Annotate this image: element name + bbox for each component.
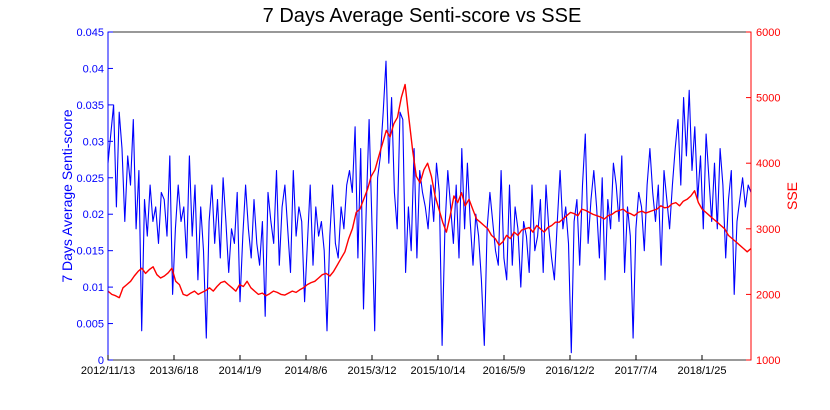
x-axis: 2012/11/13 2013/6/18 2014/1/9 2014/8/6 2015/… <box>81 355 727 377</box>
left-tick-label: 0.02 <box>83 209 104 221</box>
left-tick-label: 0.04 <box>83 63 104 75</box>
x-tick-label: 2012/11/13 <box>81 365 135 377</box>
x-tick-label: 2014/1/9 <box>219 365 262 377</box>
chart-title: 7 Days Average Senti-score vs SSE <box>263 5 582 27</box>
right-tick-label: 3000 <box>756 224 780 236</box>
right-tick-label: 6000 <box>756 27 780 39</box>
senti-score-series-line <box>107 60 752 354</box>
x-tick-label: 2018/1/25 <box>678 365 727 377</box>
right-axis-label: SSE <box>784 182 800 210</box>
left-tick-label: 0.025 <box>76 173 104 185</box>
x-tick-label: 2017/7/4 <box>615 365 658 377</box>
left-tick-label: 0 <box>98 355 104 367</box>
right-tick-label: 4000 <box>756 158 780 170</box>
x-tick-label: 2016/12/2 <box>546 365 595 377</box>
left-tick-label: 0.03 <box>83 136 104 148</box>
left-tick-label: 0.045 <box>76 27 104 39</box>
left-tick-label: 0.005 <box>76 319 104 331</box>
x-tick-label: 2013/6/18 <box>150 365 199 377</box>
right-tick-label: 2000 <box>756 289 780 301</box>
sse-series-line <box>107 83 752 299</box>
right-tick-label: 5000 <box>756 93 780 105</box>
left-axis: 0 0.005 0.01 0.015 0.02 0.025 0.03 0.035 0.04 0.0… <box>76 27 113 367</box>
x-tick-label: 2015/10/14 <box>410 365 465 377</box>
left-tick-label: 0.01 <box>83 282 104 294</box>
left-tick-label: 0.035 <box>76 100 104 112</box>
right-tick-label: 1000 <box>756 355 780 367</box>
x-tick-label: 2015/3/12 <box>348 365 397 377</box>
right-axis: 1000 2000 3000 4000 5000 6000 <box>746 27 780 367</box>
x-tick-label: 2014/8/6 <box>285 365 328 377</box>
left-tick-label: 0.015 <box>76 246 104 258</box>
series-layer <box>107 60 752 354</box>
x-tick-label: 2016/5/9 <box>483 365 526 377</box>
left-axis-label: 7 Days Average Senti-score <box>59 109 75 282</box>
plot-area <box>107 31 752 361</box>
